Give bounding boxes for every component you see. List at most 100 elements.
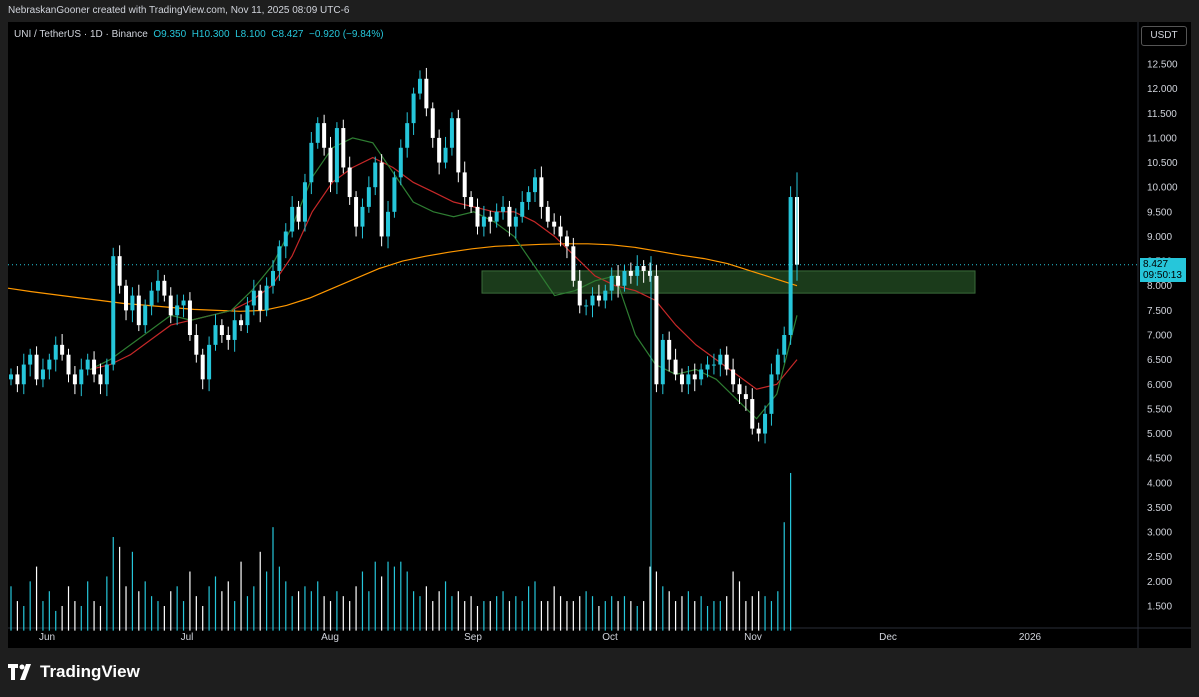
volume-bar xyxy=(163,606,165,631)
volume-bar xyxy=(157,601,159,631)
candle-body xyxy=(124,285,129,311)
volume-bar xyxy=(547,601,549,631)
last-price-value: 8.427 xyxy=(1143,259,1169,270)
candle-body xyxy=(654,275,659,385)
candle-body xyxy=(475,206,480,227)
volume-bar xyxy=(266,571,268,631)
volume-bar xyxy=(189,571,191,631)
candle-body xyxy=(635,266,640,276)
volume-bar xyxy=(706,606,709,631)
candle-body xyxy=(603,290,608,301)
chart-area[interactable] xyxy=(8,22,1191,648)
volume-bar xyxy=(182,601,185,631)
volume-bar xyxy=(732,571,734,631)
candle-body xyxy=(309,142,314,183)
volume-bar xyxy=(317,581,319,631)
volume-bar xyxy=(700,596,702,631)
volume-bar xyxy=(42,601,44,631)
time-axis-tick: 2026 xyxy=(1019,632,1042,643)
tradingview-logo[interactable]: TradingView xyxy=(8,662,140,682)
time-axis-tick: Jun xyxy=(39,632,55,643)
volume-bar xyxy=(630,601,632,631)
candle-body xyxy=(788,197,793,335)
volume-bar xyxy=(591,596,594,631)
volume-bar xyxy=(374,561,376,631)
candle-body xyxy=(72,374,77,385)
candle-body xyxy=(731,369,736,385)
candle-body xyxy=(315,123,320,143)
volume-bar xyxy=(674,601,677,631)
candle-body xyxy=(334,128,339,183)
volume-bar xyxy=(598,606,600,631)
candle-body xyxy=(705,364,710,370)
candle-body xyxy=(200,354,205,380)
volume-bar xyxy=(342,596,344,631)
volume-bar xyxy=(662,586,664,631)
candle-body xyxy=(750,399,755,429)
candle-body xyxy=(756,428,761,434)
candle-body xyxy=(743,394,748,400)
volume-bar xyxy=(400,561,402,631)
candle-body xyxy=(641,266,646,271)
high-value: H10.300 xyxy=(191,29,230,40)
candle-body xyxy=(660,339,665,385)
volume-bar xyxy=(80,606,82,631)
candle-body xyxy=(239,320,244,326)
price-axis-tick: 2.500 xyxy=(1147,552,1172,563)
volume-bar xyxy=(534,581,536,631)
time-axis-tick: Nov xyxy=(744,632,762,643)
volume-bar xyxy=(55,610,57,631)
candle-body xyxy=(456,118,461,173)
volume-bar xyxy=(310,591,312,631)
volume-bar xyxy=(93,601,95,631)
candle-body xyxy=(590,295,595,306)
volume-bar xyxy=(687,591,689,631)
candle-body xyxy=(245,305,250,326)
candle-body xyxy=(181,300,186,306)
currency-button[interactable]: USDT xyxy=(1141,26,1187,46)
volume-bar xyxy=(726,596,728,631)
candle-body xyxy=(507,206,512,227)
volume-bar xyxy=(291,596,293,631)
volume-bar xyxy=(432,601,434,631)
price-axis-tick: 3.500 xyxy=(1147,503,1172,514)
candle-body xyxy=(577,280,582,306)
volume-bar xyxy=(419,596,421,631)
time-axis-tick: Sep xyxy=(464,632,482,643)
price-axis-tick: 5.500 xyxy=(1147,404,1172,415)
volume-bar xyxy=(406,571,408,631)
candle-body xyxy=(686,374,691,385)
candle-body xyxy=(449,118,454,148)
volume-bar xyxy=(751,596,753,631)
support-zone xyxy=(481,270,976,294)
candle-body xyxy=(155,280,160,291)
ema-fast-line xyxy=(89,137,798,420)
candle-body xyxy=(386,211,391,237)
volume-bar xyxy=(502,591,504,631)
price-axis-tick: 11.500 xyxy=(1147,109,1177,120)
price-axis-tick: 4.000 xyxy=(1147,478,1172,489)
volume-bar xyxy=(451,596,453,631)
candle-body xyxy=(699,369,704,380)
bar-countdown: 09:50:13 xyxy=(1143,270,1182,281)
candle-body xyxy=(104,364,109,385)
candle-body xyxy=(373,162,378,188)
candle-body xyxy=(737,384,742,395)
volume-bar xyxy=(329,601,332,631)
volume-bar xyxy=(259,551,261,631)
last-price-label: 8.427 09:50:13 xyxy=(1140,258,1186,282)
candle-body xyxy=(187,300,192,335)
volume-bar xyxy=(214,576,217,631)
volume-bar xyxy=(48,591,50,631)
candle-body xyxy=(609,275,614,291)
candle-body xyxy=(648,270,653,276)
candle-body xyxy=(398,147,403,178)
volume-bar xyxy=(694,601,696,631)
candle-body xyxy=(47,359,52,370)
volume-bar xyxy=(438,591,440,631)
candle-body xyxy=(584,305,589,307)
candle-body xyxy=(692,374,697,380)
volume-bar xyxy=(227,581,229,631)
price-axis-tick: 4.500 xyxy=(1147,454,1172,465)
